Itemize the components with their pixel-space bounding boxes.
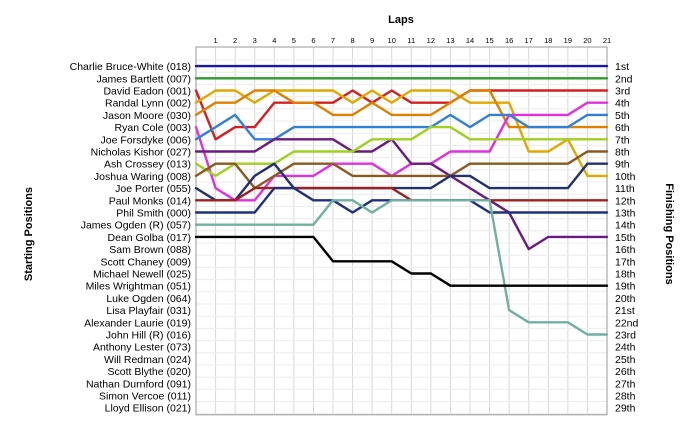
lap-tick-label: 17 xyxy=(525,36,533,45)
starting-position-label: Paul Monks (014) xyxy=(109,195,191,207)
starting-position-label: Phil Smith (000) xyxy=(116,208,191,220)
starting-position-label: Joshua Waring (008) xyxy=(94,171,191,183)
starting-position-label: Nicholas Kishor (027) xyxy=(91,147,191,159)
starting-position-label: Lisa Playfair (031) xyxy=(106,305,191,317)
starting-position-label: James Ogden (R) (057) xyxy=(81,220,191,232)
finishing-position-label: 28th xyxy=(615,391,636,403)
finishing-position-label: 29th xyxy=(615,403,636,415)
finishing-position-label: 2nd xyxy=(615,73,633,85)
finishing-position-label: 13th xyxy=(615,208,636,220)
finishing-position-label: 24th xyxy=(615,342,636,354)
lap-tick-label: 3 xyxy=(253,36,257,45)
lap-tick-label: 1 xyxy=(213,36,217,45)
driver-position-line xyxy=(194,235,609,287)
starting-position-label: Dean Golba (017) xyxy=(108,232,191,244)
lap-tick-label: 4 xyxy=(272,36,276,45)
finishing-position-label: 4th xyxy=(615,98,630,110)
starting-position-label: Jason Moore (030) xyxy=(103,110,191,122)
lap-tick-label: 12 xyxy=(427,36,435,45)
finishing-position-label: 16th xyxy=(615,244,636,256)
top-axis-title: Laps xyxy=(388,14,414,26)
lap-tick-label: 14 xyxy=(466,36,474,45)
starting-position-label: Joe Porter (055) xyxy=(115,183,191,195)
finishing-position-label: 26th xyxy=(615,366,636,378)
driver-position-line xyxy=(194,138,609,251)
starting-position-label: Charlie Bruce-White (018) xyxy=(70,61,191,73)
finishing-position-label: 3rd xyxy=(615,86,630,98)
starting-position-label: Randal Lynn (002) xyxy=(105,98,191,110)
starting-position-label: Lloyd Ellison (021) xyxy=(105,403,191,415)
lap-tick-label: 21 xyxy=(603,36,611,45)
lap-tick-label: 5 xyxy=(292,36,296,45)
finishing-position-label: 5th xyxy=(615,110,630,122)
finishing-position-label: 25th xyxy=(615,354,636,366)
starting-position-label: Alexander Laurie (019) xyxy=(84,317,191,329)
lap-tick-label: 16 xyxy=(505,36,513,45)
finishing-position-label: 1st xyxy=(615,61,629,73)
driver-position-line xyxy=(194,186,609,202)
starting-position-label: John Hill (R) (016) xyxy=(106,330,191,342)
plot-border xyxy=(195,46,608,416)
starting-position-label: Nathan Durnford (091) xyxy=(86,378,191,390)
finishing-position-label: 6th xyxy=(615,122,630,134)
finishing-position-label: 22nd xyxy=(615,317,639,329)
starting-position-label: Will Redman (024) xyxy=(104,354,191,366)
starting-position-label: Luke Ogden (064) xyxy=(106,293,191,305)
finishing-position-label: 21st xyxy=(615,305,635,317)
starting-position-label: Ryan Cole (003) xyxy=(115,122,191,134)
finishing-position-label: 8th xyxy=(615,147,630,159)
starting-position-label: Joe Forsdyke (006) xyxy=(101,134,191,146)
lap-tick-label: 8 xyxy=(350,36,354,45)
starting-position-label: Sam Brown (088) xyxy=(109,244,191,256)
finishing-position-label: 23rd xyxy=(615,330,636,342)
lap-tick-label: 18 xyxy=(544,36,552,45)
lap-tick-label: 19 xyxy=(564,36,572,45)
driver-position-line xyxy=(194,162,609,202)
lap-tick-label: 9 xyxy=(370,36,374,45)
starting-position-label: Scott Blythe (020) xyxy=(108,366,191,378)
lap-tick-label: 11 xyxy=(407,36,415,45)
lap-tick-label: 20 xyxy=(583,36,591,45)
finishing-position-label: 19th xyxy=(615,281,636,293)
left-axis-title: Starting Positions xyxy=(23,187,35,281)
starting-position-label: Michael Newell (025) xyxy=(93,269,191,281)
chart-labels: 1 2 3 4 5 6 7 8 9 10 11 12 13 14 15 16 17 18 19 20 21Charlie… xyxy=(70,36,639,415)
driver-position-line xyxy=(194,125,609,178)
starting-position-label: Miles Wrightman (051) xyxy=(86,281,191,293)
finishing-position-label: 12th xyxy=(615,195,636,207)
lap-tick-label: 7 xyxy=(331,36,335,45)
starting-position-label: James Bartlett (007) xyxy=(96,73,191,85)
finishing-position-label: 11th xyxy=(615,183,635,195)
finishing-position-label: 10th xyxy=(615,171,636,183)
lap-tick-label: 6 xyxy=(311,36,315,45)
starting-position-label: David Eadon (001) xyxy=(103,86,191,98)
finishing-position-label: 7th xyxy=(615,134,630,146)
lap-tick-label: 13 xyxy=(446,36,454,45)
finishing-position-label: 20th xyxy=(615,293,636,305)
starting-position-label: Simon Vercoe (011) xyxy=(99,391,191,403)
finishing-position-label: 14th xyxy=(615,220,636,232)
lap-tick-label: 15 xyxy=(485,36,493,45)
driver-position-line xyxy=(194,113,609,141)
right-axis-title: Finishing Positions xyxy=(663,183,675,284)
starting-position-label: Scott Chaney (009) xyxy=(101,256,191,268)
finishing-position-label: 27th xyxy=(615,378,636,390)
finishing-position-label: 18th xyxy=(615,269,636,281)
finishing-position-label: 15th xyxy=(615,232,636,244)
starting-position-label: Anthony Lester (073) xyxy=(93,342,191,354)
driver-position-line xyxy=(194,150,609,190)
driver-position-line xyxy=(194,199,609,336)
lap-tick-label: 10 xyxy=(388,36,396,45)
finishing-position-label: 17th xyxy=(615,256,636,268)
finishing-position-label: 9th xyxy=(615,159,630,171)
lap-tick-label: 2 xyxy=(233,36,237,45)
starting-position-label: Ash Crossey (013) xyxy=(104,159,191,171)
driver-position-line xyxy=(194,89,609,178)
position-lines xyxy=(194,64,609,336)
